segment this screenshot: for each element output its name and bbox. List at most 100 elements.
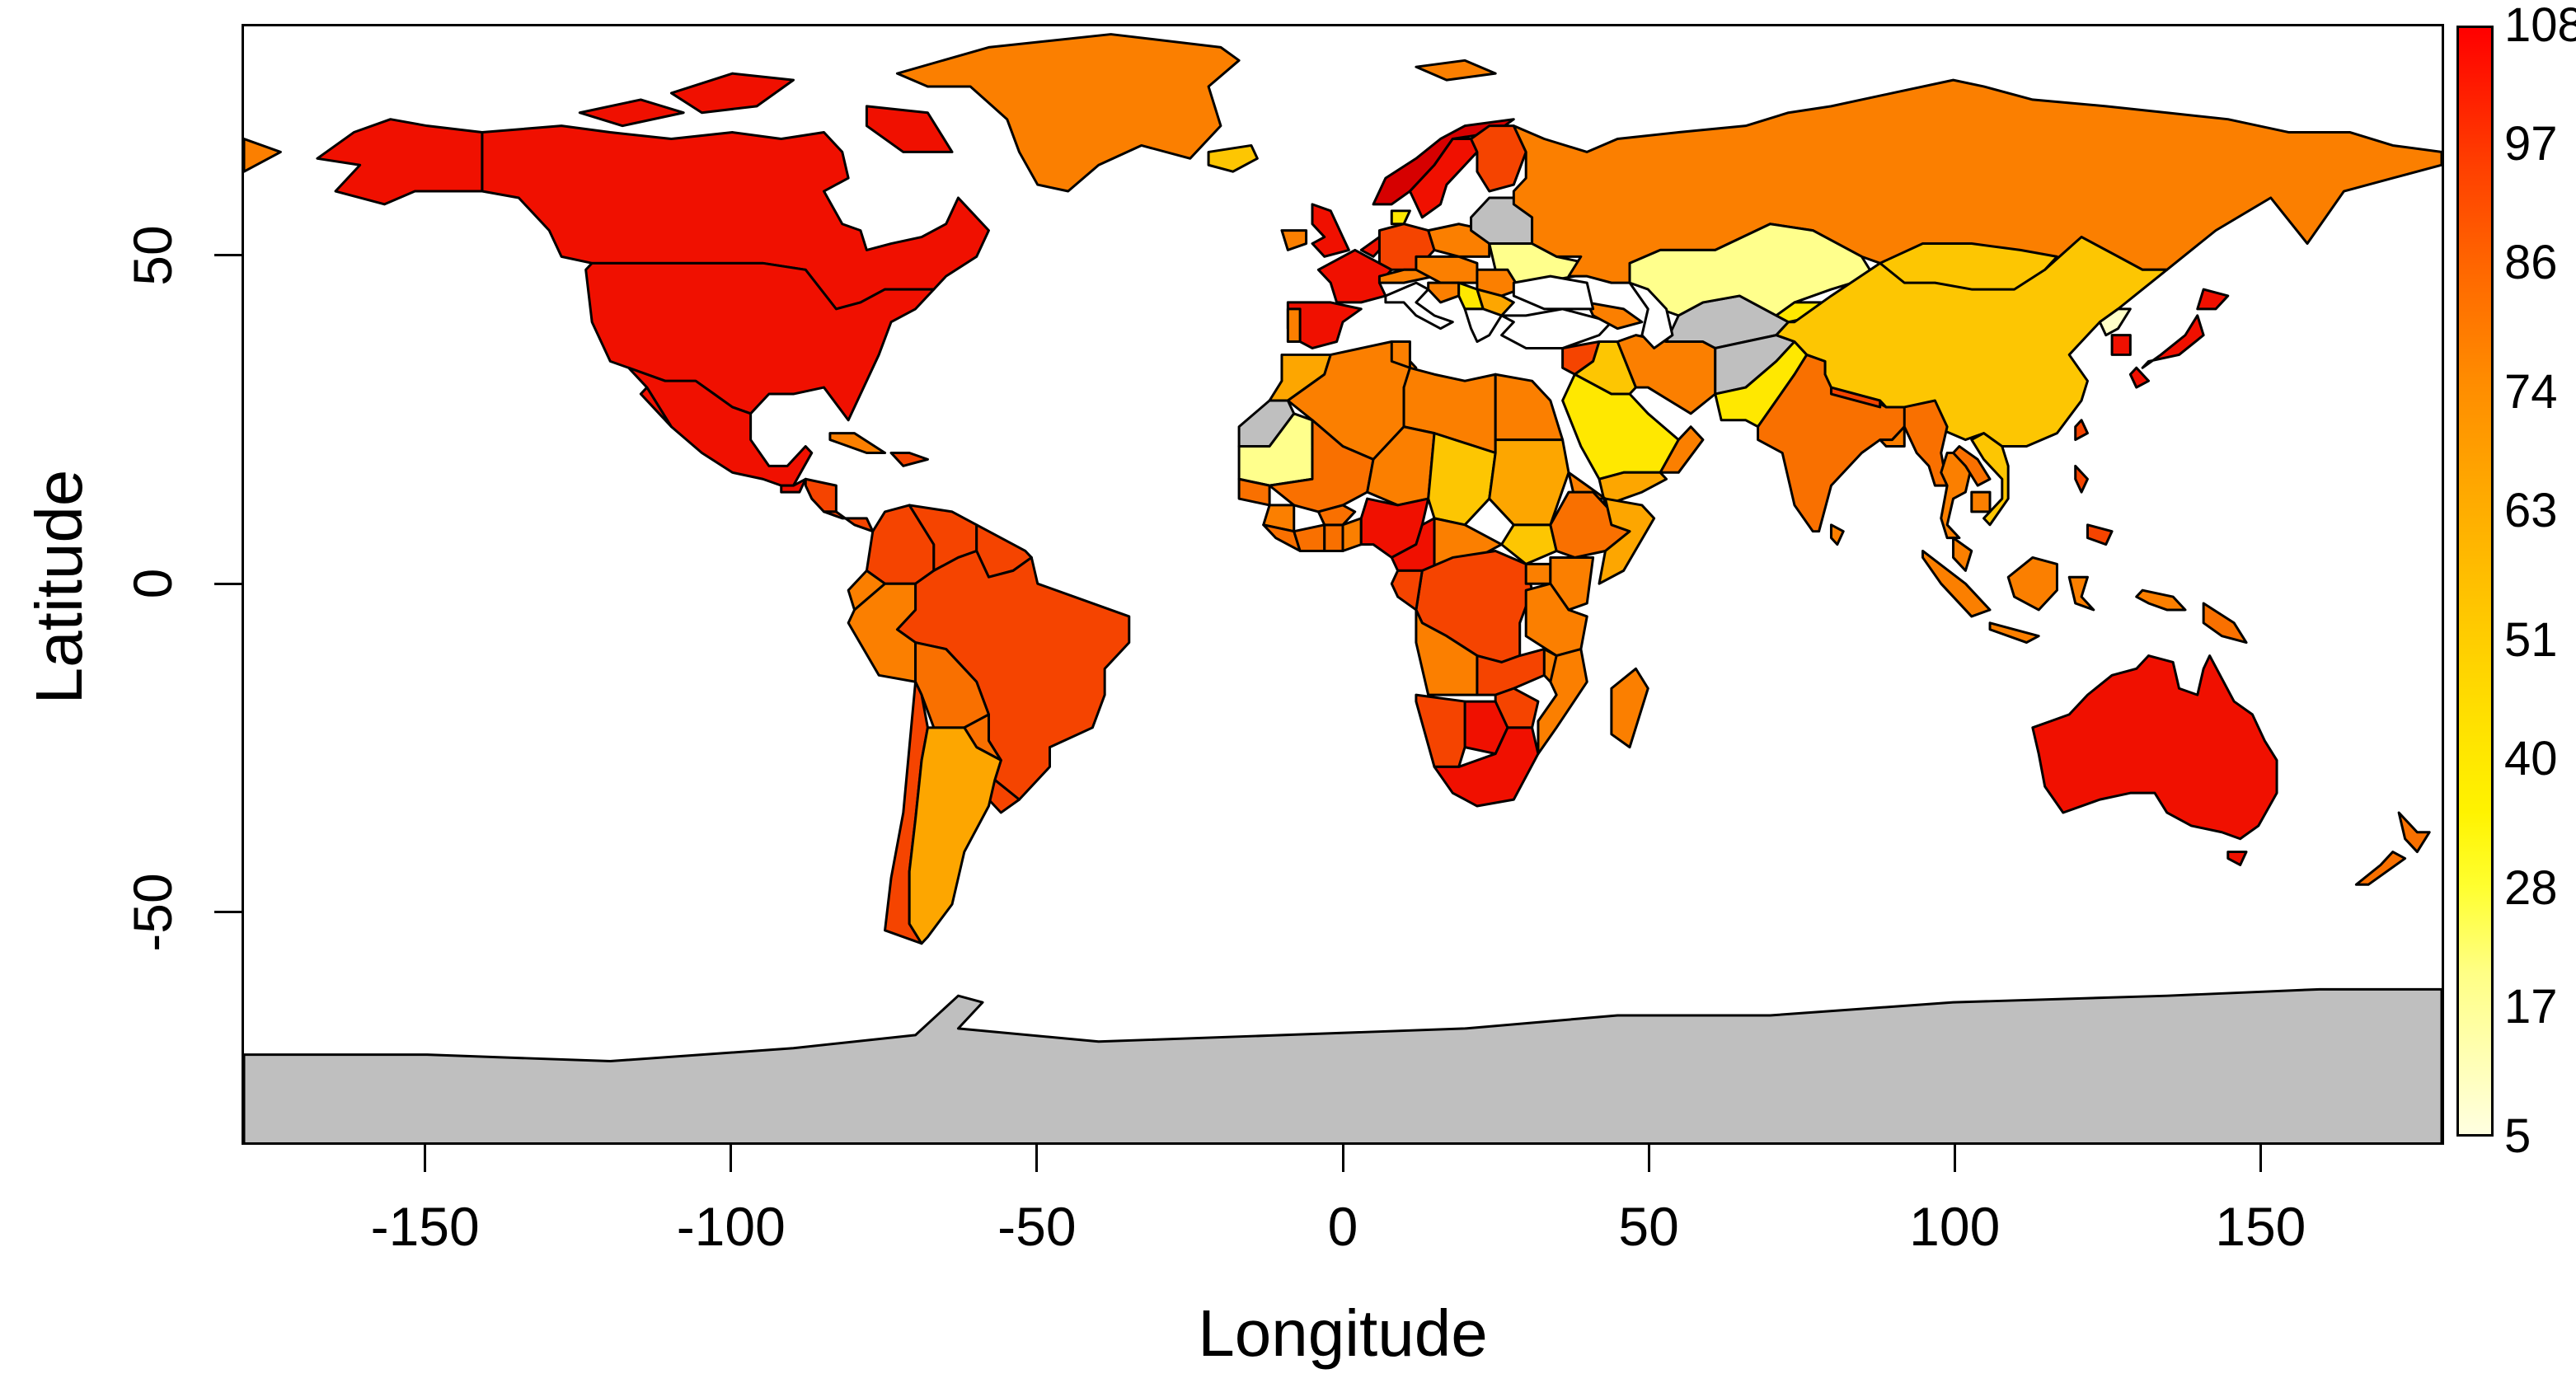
region-hispaniola [889, 452, 929, 467]
region-oman [1659, 425, 1705, 474]
region-canada-ellesmere [669, 72, 795, 115]
region-ghana [1323, 523, 1344, 552]
legend-tick-label: 97 [2504, 116, 2558, 171]
region-indonesia-sumatra [1921, 549, 1992, 618]
world-map [244, 33, 2442, 1142]
region-laos [1952, 445, 1992, 487]
region-uganda [1524, 562, 1552, 585]
region-denmark [1390, 209, 1411, 226]
legend-tick-label: 108 [2504, 0, 2576, 52]
region-svalbard [1415, 59, 1497, 82]
region-greece [1463, 307, 1504, 343]
x-tick-label: 0 [1327, 1196, 1358, 1257]
region-south-africa [1433, 726, 1540, 808]
region-indonesia-java [1988, 621, 2040, 645]
x-tick-label: -50 [997, 1196, 1077, 1257]
region-taiwan [2074, 419, 2089, 442]
region-sri-lanka [1829, 523, 1845, 546]
region-baja-california [639, 386, 673, 429]
region-romania-moldova [1476, 268, 1522, 298]
region-portugal [1286, 307, 1302, 343]
region-ivory-coast [1293, 523, 1326, 552]
legend-tick-label: 74 [2504, 364, 2558, 419]
region-alaska [316, 118, 484, 206]
region-malaysia [1952, 537, 1973, 572]
region-myanmar [1903, 399, 1949, 487]
region-cuba [828, 432, 887, 455]
region-caucasus [1585, 301, 1644, 330]
region-kenya [1549, 556, 1595, 612]
region-black-sea [1512, 274, 1595, 311]
x-tick-label: 50 [1618, 1196, 1679, 1257]
region-china [1775, 236, 2169, 448]
y-tick-label: -50 [122, 873, 183, 952]
region-japan-kyushu [2128, 366, 2150, 389]
x-tick-mark [1647, 1145, 1650, 1172]
region-mongolia [1879, 242, 2058, 291]
plot-area [242, 24, 2444, 1145]
region-turkey [1500, 307, 1613, 349]
y-tick-mark [214, 582, 242, 585]
region-antarctica [244, 987, 2442, 1142]
region-chukotka-sliver [244, 138, 282, 173]
region-new-zealand-south [2354, 851, 2407, 886]
x-tick-label: 150 [2215, 1196, 2306, 1257]
region-guatemala [780, 477, 807, 494]
legend-tick-label: 5 [2504, 1109, 2531, 1163]
x-tick-label: -150 [370, 1196, 480, 1257]
y-tick-label: 50 [122, 224, 183, 286]
region-west-balkans [1427, 281, 1461, 304]
region-canada-baffin [865, 105, 954, 153]
legend-tick-label: 51 [2504, 612, 2558, 667]
region-papua-new-guinea [2202, 602, 2248, 645]
legend-tick-label: 28 [2504, 860, 2558, 915]
region-madagascar [1610, 667, 1649, 749]
region-philippines-mindanao [2086, 523, 2114, 546]
region-australia [2031, 654, 2278, 841]
region-iceland [1207, 143, 1259, 173]
legend-tick-label: 17 [2504, 979, 2558, 1034]
region-finland [1470, 124, 1527, 193]
region-vietnam [1970, 432, 2010, 527]
region-honduras-nicaragua [804, 477, 838, 513]
region-tasmania [2226, 851, 2248, 866]
region-canada-victoria-island [578, 98, 685, 128]
x-tick-label: 100 [1909, 1196, 2001, 1257]
region-tanzania [1524, 582, 1588, 658]
region-greenland [895, 33, 1241, 193]
colorbar-legend [2456, 26, 2494, 1137]
x-tick-mark [1341, 1145, 1344, 1172]
x-tick-mark [730, 1145, 733, 1172]
region-philippines-luzon [2074, 464, 2089, 494]
region-ireland [1280, 229, 1308, 251]
region-south-korea [2110, 334, 2132, 356]
region-mexico [627, 366, 814, 487]
region-japan-honshu [2141, 314, 2205, 369]
region-caspian-sea [1628, 281, 1674, 349]
region-united-kingdom [1311, 203, 1350, 258]
region-south-sudan [1500, 523, 1558, 565]
region-congo-gabon [1390, 569, 1424, 612]
y-axis-title: Latitude [22, 469, 96, 705]
y-tick-mark [214, 254, 242, 257]
y-tick-mark [214, 911, 242, 914]
x-tick-label: -100 [676, 1196, 786, 1257]
x-tick-mark [1953, 1145, 1956, 1172]
region-borneo [2006, 556, 2058, 612]
region-japan-hokkaido [2196, 288, 2230, 311]
legend-tick-label: 63 [2504, 483, 2558, 537]
region-burkina-faso [1316, 504, 1357, 527]
region-argentina [908, 726, 1002, 945]
region-sweden [1408, 138, 1479, 219]
region-egypt [1494, 373, 1565, 442]
region-cambodia [1970, 490, 1992, 513]
region-somalia [1598, 497, 1656, 585]
region-italy [1384, 281, 1454, 330]
region-indonesia-papua [2135, 588, 2187, 612]
region-sulawesi [2067, 575, 2095, 612]
region-namibia [1415, 693, 1466, 768]
x-tick-mark [1035, 1145, 1039, 1172]
legend-tick-label: 40 [2504, 731, 2558, 785]
x-tick-mark [2259, 1145, 2262, 1172]
